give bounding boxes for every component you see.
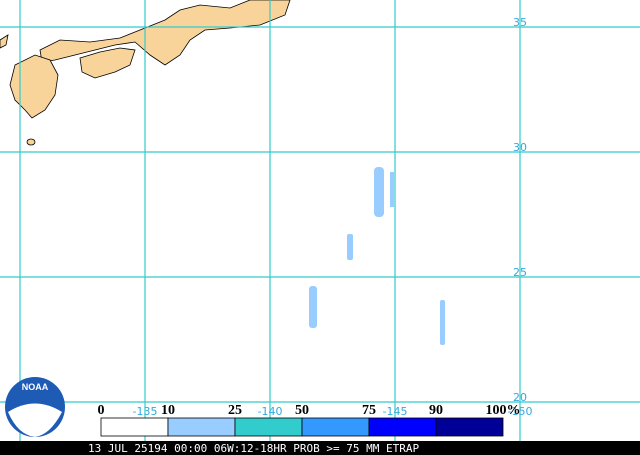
legend-swatch: [234, 417, 303, 437]
longitude-label: -145: [383, 405, 408, 418]
latitude-label: 35: [513, 16, 527, 29]
legend-label: 50: [295, 403, 309, 418]
latitude-label: 25: [513, 266, 527, 279]
footer-bar: [0, 441, 640, 455]
longitude-label: -135: [133, 405, 158, 418]
legend-label: 90: [429, 403, 443, 418]
legend-swatch: [100, 417, 169, 437]
legend-label: 25: [228, 403, 242, 418]
legend-label: 75: [362, 403, 376, 418]
graticule: 35 30 25 20 -135 -140 -145 -150: [0, 0, 640, 441]
probability-areas: [309, 167, 445, 345]
longitude-label: -140: [258, 405, 283, 418]
legend-swatch: [167, 417, 236, 437]
legend-label: 10: [161, 403, 175, 418]
legend-label: 0: [98, 403, 105, 418]
longitude-label: -150: [508, 405, 533, 418]
legend: 0 10 25 50 75 90 100%: [98, 403, 521, 437]
latitude-label: 20: [513, 391, 527, 404]
legend-swatch: [435, 417, 504, 437]
footer-text: 13 JUL 25194 00:00 06W:12-18HR PROB >= 7…: [88, 442, 420, 455]
legend-swatch: [301, 417, 370, 437]
legend-label: 100%: [486, 403, 521, 418]
legend-swatch: [368, 417, 437, 437]
noaa-logo: NOAA: [5, 377, 65, 437]
logo-text: NOAA: [22, 382, 49, 392]
logo-wave: [8, 403, 62, 437]
land: [0, 0, 291, 146]
latitude-label: 30: [513, 141, 527, 154]
